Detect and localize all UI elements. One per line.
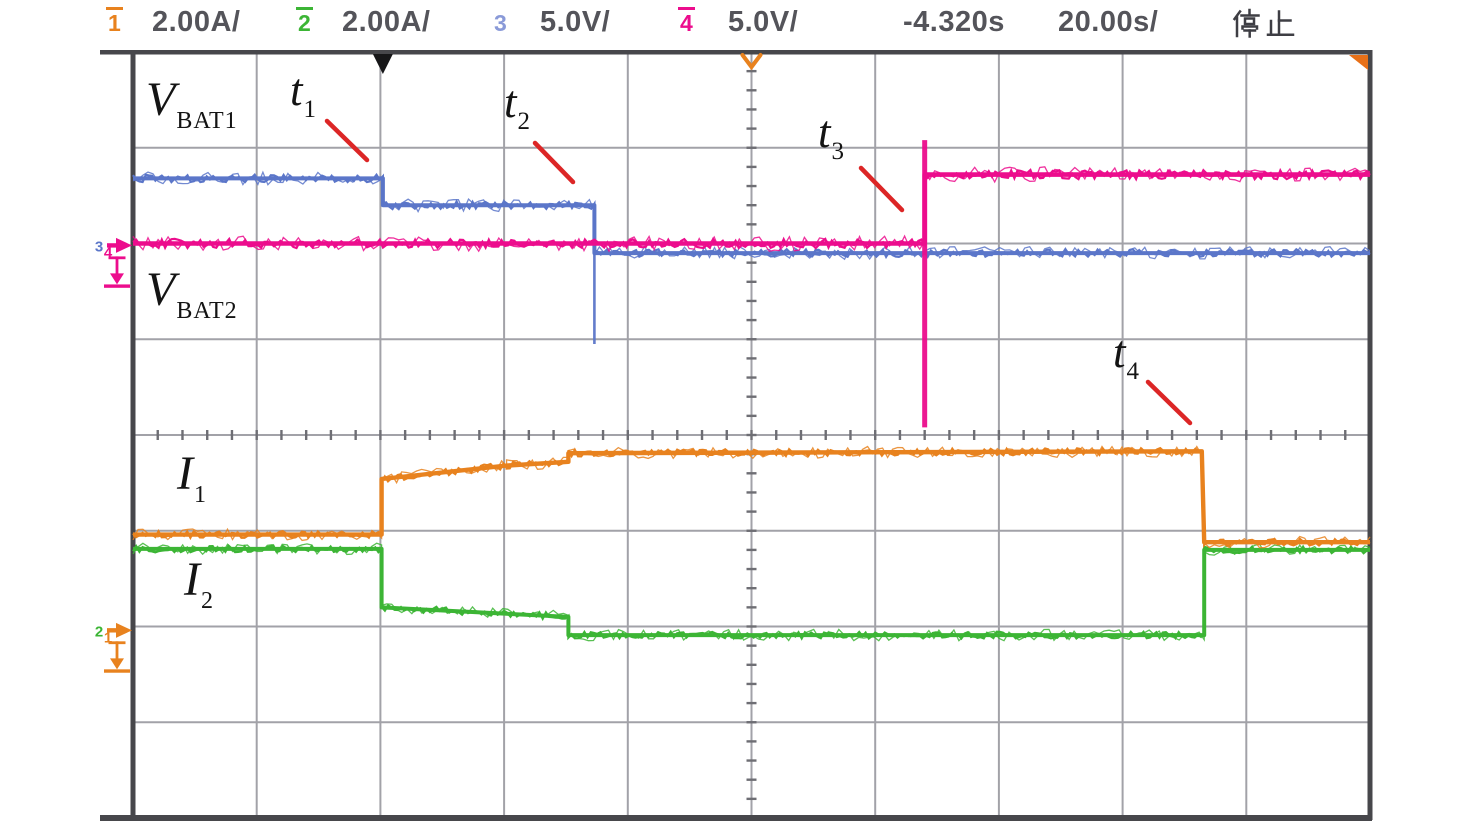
run-state-glyphs bbox=[1232, 8, 1295, 38]
ch2-scale-readout[interactable]: 2.00A/ bbox=[342, 6, 431, 38]
annotation-3: t3 bbox=[818, 107, 845, 166]
annotation-1: t1 bbox=[290, 65, 317, 124]
scope-header: 1 2.00A/ 2 2.00A/ 3 5.0V/ 4 5.0V/ -4.320… bbox=[0, 0, 1476, 50]
ch1-scale-readout[interactable]: 2.00A/ bbox=[152, 6, 241, 38]
t4-pointer-line bbox=[1145, 379, 1193, 426]
trace-i2 bbox=[132, 542, 1371, 642]
ch3-scale-readout[interactable]: 5.0V/ bbox=[540, 6, 611, 38]
ground-marker-digit-ch1: 1 bbox=[104, 629, 112, 646]
run-state[interactable]: 停止 bbox=[1232, 8, 1296, 45]
t1-pointer-line bbox=[324, 118, 370, 163]
ch4-badge[interactable]: 4 bbox=[678, 7, 695, 36]
annotation-2: t2 bbox=[504, 77, 531, 136]
trace-vbat2 bbox=[132, 140, 1371, 428]
trace-label-2: VBAT2 bbox=[146, 263, 238, 325]
trigger-level-corner-marker[interactable] bbox=[1349, 55, 1368, 70]
trace-i1 bbox=[132, 445, 1371, 549]
t2-pointer-line bbox=[532, 140, 576, 185]
ground-marker-digit-ch4: 4 bbox=[104, 244, 113, 261]
ground-marker-digit-ch2: 2 bbox=[95, 623, 103, 640]
ch3-badge[interactable]: 3 bbox=[494, 10, 507, 36]
ground-marker-digit-ch3: 3 bbox=[95, 238, 103, 255]
ch2-badge[interactable]: 2 bbox=[296, 7, 313, 36]
ch1-badge[interactable]: 1 bbox=[106, 7, 123, 36]
center-axis-ticks bbox=[131, 50, 1372, 820]
trace-label-4: I2 bbox=[184, 553, 214, 615]
trace-label-1: VBAT1 bbox=[146, 73, 238, 135]
annotation-4: t4 bbox=[1113, 327, 1140, 386]
trace-label-3: I1 bbox=[177, 447, 207, 509]
timebase-readout[interactable]: 20.00s/ bbox=[1058, 6, 1159, 38]
trigger-time-marker[interactable] bbox=[372, 54, 393, 74]
t3-pointer-line bbox=[858, 165, 905, 213]
time-offset-readout[interactable]: -4.320s bbox=[903, 6, 1005, 38]
trace-vbat1 bbox=[132, 170, 1371, 345]
time-reference-marker[interactable] bbox=[740, 53, 763, 71]
ch4-scale-readout[interactable]: 5.0V/ bbox=[728, 6, 799, 38]
